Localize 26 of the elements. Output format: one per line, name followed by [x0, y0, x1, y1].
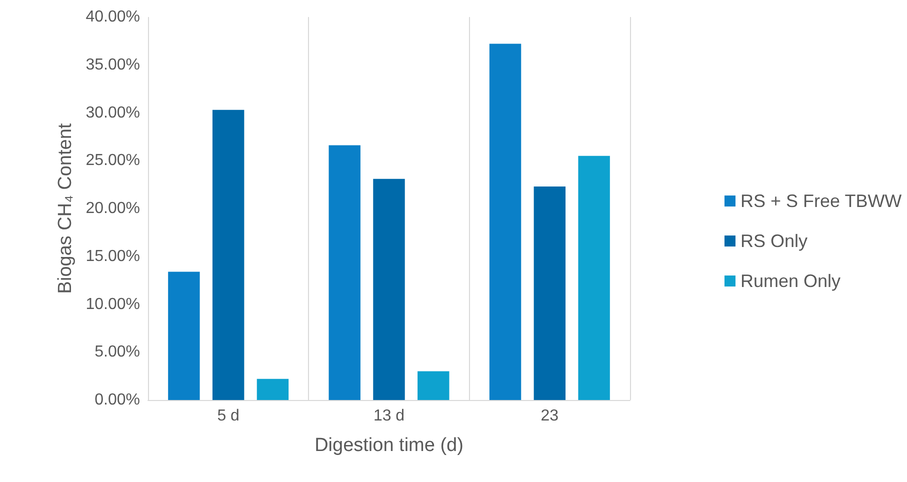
- bar: [256, 378, 289, 400]
- y-axis-title: Biogas CH₄ Content: [54, 122, 76, 294]
- y-tick-label: 5.00%: [94, 344, 140, 361]
- x-tick-label: 13 d: [373, 408, 405, 424]
- x-tick-label: 23: [540, 408, 559, 424]
- y-tick-label: 0.00%: [94, 392, 140, 408]
- y-tick-label: 25.00%: [86, 152, 140, 170]
- legend-label: RS Only: [740, 231, 808, 251]
- legend-label: RS + S Free TBWW: [740, 191, 902, 211]
- y-tick-label: 35.00%: [86, 56, 140, 74]
- bar: [534, 186, 566, 400]
- x-tick-label: 5 d: [217, 408, 240, 424]
- bar: [212, 110, 244, 400]
- y-tick-label: 15.00%: [86, 248, 140, 265]
- y-tick-label: 10.00%: [86, 296, 140, 313]
- bar: [489, 44, 522, 400]
- bar: [328, 145, 360, 400]
- y-tick-label: 40.00%: [86, 8, 140, 26]
- bar: [418, 371, 450, 400]
- y-tick-label: 20.00%: [86, 200, 140, 217]
- bar: [373, 178, 405, 400]
- x-axis-title: Digestion time (d): [314, 435, 464, 456]
- legend-label: Rumen Only: [740, 271, 841, 291]
- bar: [578, 156, 610, 400]
- bar: [168, 272, 200, 400]
- y-tick-label: 30.00%: [86, 104, 140, 122]
